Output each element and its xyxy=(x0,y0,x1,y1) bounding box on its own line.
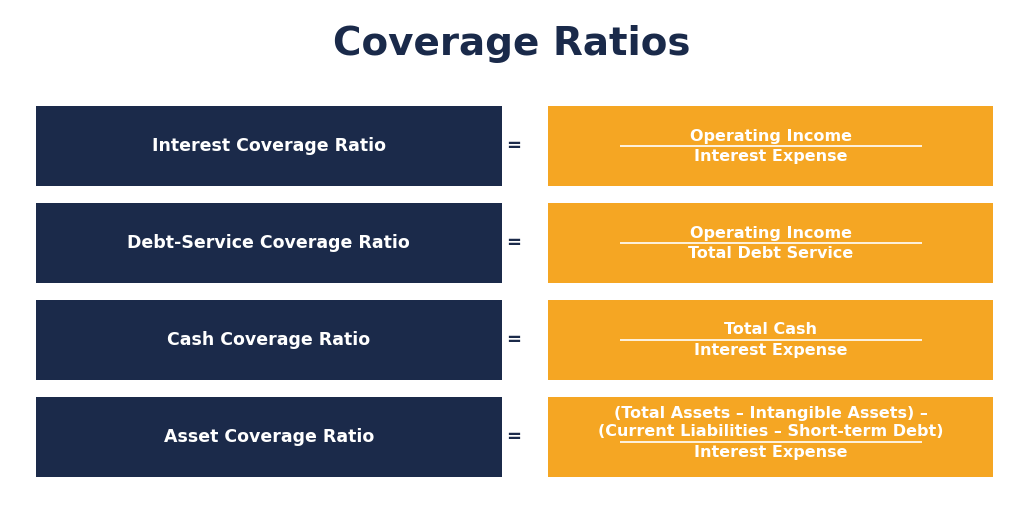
FancyBboxPatch shape xyxy=(548,106,993,186)
Text: Total Debt Service: Total Debt Service xyxy=(688,246,853,261)
Text: Interest Expense: Interest Expense xyxy=(694,445,847,460)
Text: =: = xyxy=(507,331,521,349)
Text: Operating Income: Operating Income xyxy=(689,226,852,240)
Text: =: = xyxy=(507,137,521,155)
Text: Interest Coverage Ratio: Interest Coverage Ratio xyxy=(152,137,386,155)
FancyBboxPatch shape xyxy=(36,300,502,380)
Text: =: = xyxy=(507,428,521,446)
FancyBboxPatch shape xyxy=(36,106,502,186)
Text: Asset Coverage Ratio: Asset Coverage Ratio xyxy=(164,428,374,446)
FancyBboxPatch shape xyxy=(548,203,993,283)
Text: Total Cash: Total Cash xyxy=(724,323,817,338)
FancyBboxPatch shape xyxy=(548,300,993,380)
Text: (Total Assets – Intangible Assets) –
(Current Liabilities – Short-term Debt): (Total Assets – Intangible Assets) – (Cu… xyxy=(598,406,943,439)
Text: Interest Expense: Interest Expense xyxy=(694,149,847,164)
Text: Coverage Ratios: Coverage Ratios xyxy=(333,25,691,63)
FancyBboxPatch shape xyxy=(548,397,993,477)
Text: Operating Income: Operating Income xyxy=(689,129,852,143)
FancyBboxPatch shape xyxy=(36,397,502,477)
FancyBboxPatch shape xyxy=(36,203,502,283)
Text: Interest Expense: Interest Expense xyxy=(694,343,847,357)
Text: =: = xyxy=(507,234,521,252)
Text: Cash Coverage Ratio: Cash Coverage Ratio xyxy=(167,331,371,349)
Text: Debt-Service Coverage Ratio: Debt-Service Coverage Ratio xyxy=(127,234,411,252)
